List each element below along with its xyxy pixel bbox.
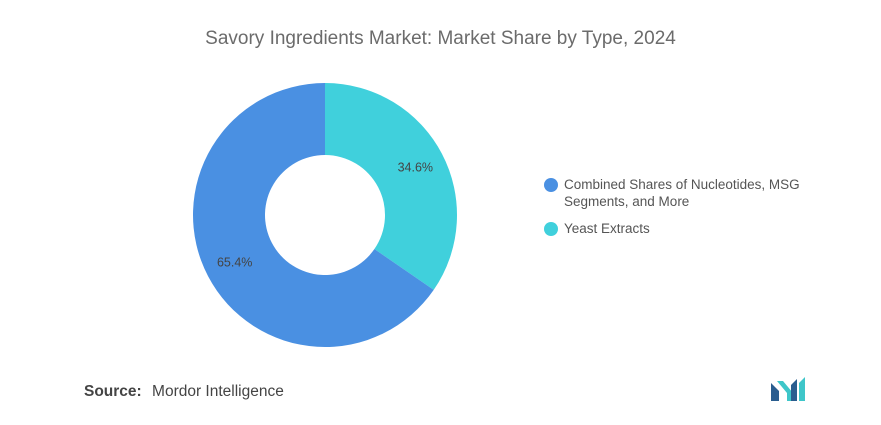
legend-item-yeast-extracts[interactable]: Yeast Extracts	[544, 220, 824, 237]
legend-label-nucleotides-msg: Combined Shares of Nucleotides, MSG Segm…	[564, 177, 800, 209]
legend-label-yeast-extracts: Yeast Extracts	[564, 221, 650, 236]
slice-yeast-extracts	[325, 83, 457, 290]
source-text: Mordor Intelligence	[152, 383, 284, 400]
legend-swatch-nucleotides-msg	[544, 178, 558, 192]
legend-item-nucleotides-msg[interactable]: Combined Shares of Nucleotides, MSG Segm…	[544, 176, 824, 210]
mordor-intelligence-logo-icon	[771, 377, 805, 401]
slice-nucleotides-msg	[193, 83, 434, 347]
chart-title: Savory Ingredients Market: Market Share …	[205, 28, 676, 49]
legend-swatch-yeast-extracts	[544, 222, 558, 236]
source-label: Source:	[84, 383, 142, 400]
data-label-yeast-extracts: 34.6%	[398, 161, 433, 175]
source-note: Source: Mordor Intelligence	[84, 383, 284, 401]
data-label-nucleotides-msg: 65.4%	[217, 255, 252, 269]
legend: Combined Shares of Nucleotides, MSG Segm…	[544, 176, 824, 247]
